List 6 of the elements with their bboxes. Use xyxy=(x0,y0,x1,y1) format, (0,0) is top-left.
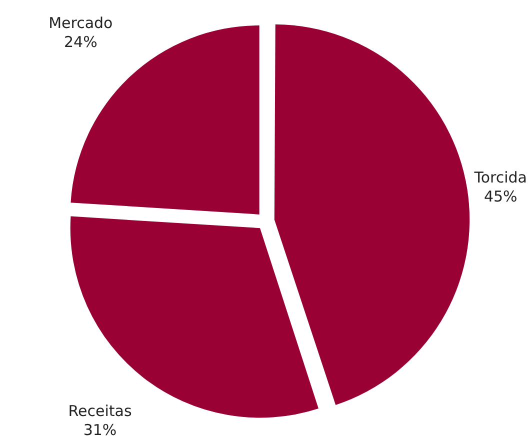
slice-label: Torcida xyxy=(473,168,528,187)
data-label: 45% xyxy=(484,188,518,206)
slice-label: Receitas xyxy=(68,402,132,420)
data-label: 24% xyxy=(64,33,98,52)
slice-label: Mercado xyxy=(48,14,113,32)
data-label: 31% xyxy=(83,420,117,439)
